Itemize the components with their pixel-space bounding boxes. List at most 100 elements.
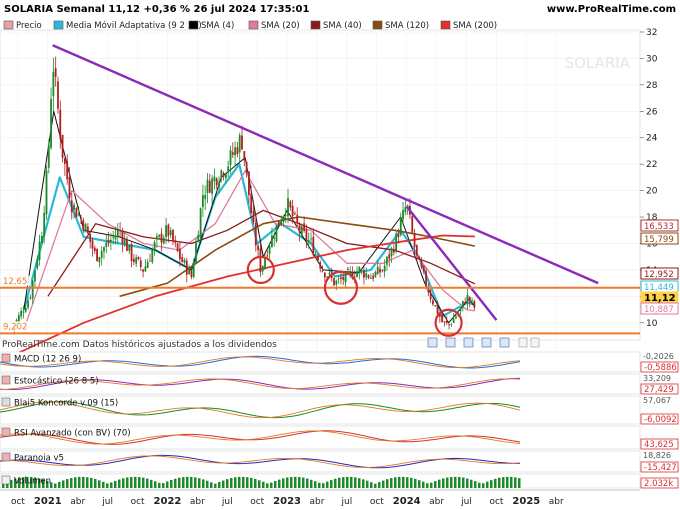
candle-body (356, 271, 358, 277)
candle-body (434, 305, 437, 307)
volume-bar (498, 477, 501, 488)
indicator-swatch (1, 452, 11, 462)
candle-body (114, 235, 117, 240)
value-tag-label: 12,952 (644, 270, 674, 280)
candle-body (172, 229, 174, 242)
volume-bar (86, 477, 89, 488)
candle-body (45, 170, 48, 215)
candle-body (70, 200, 73, 213)
candle-body (80, 217, 82, 220)
candle-body (245, 161, 248, 172)
candle-body (436, 303, 439, 314)
candle-body (261, 265, 264, 272)
candle-body (68, 177, 71, 199)
volume-bar (110, 482, 113, 488)
candle-body (29, 297, 32, 299)
volume-bar (210, 482, 213, 488)
indicator-signal-line (0, 455, 521, 468)
volume-bar (242, 476, 245, 488)
candle-body (43, 212, 46, 237)
volume-bar (126, 477, 129, 488)
candle-body (158, 234, 161, 237)
candle-body (155, 236, 158, 240)
candle-body (128, 245, 131, 251)
volume-bar (38, 478, 41, 488)
candle-body (176, 243, 179, 252)
volume-bar (18, 477, 21, 488)
candle-body (429, 292, 432, 300)
candle-body (17, 315, 20, 322)
x-tick-label: abr (190, 497, 205, 507)
candle-body (195, 242, 197, 263)
candle-body (287, 198, 289, 217)
candle-body (38, 241, 41, 260)
volume-bar (102, 481, 105, 488)
volume-bar (190, 476, 193, 488)
legend-swatch (248, 20, 259, 30)
volume-bar (378, 482, 381, 488)
volume-bar (402, 476, 405, 488)
candle-body (121, 232, 124, 244)
candle-body (415, 244, 418, 256)
volume-bar (346, 476, 349, 488)
volume-bar (358, 478, 361, 488)
candle-body (181, 257, 184, 262)
volume-bar (494, 478, 497, 488)
candle-body (464, 302, 467, 304)
candle-body (340, 277, 342, 279)
candle-body (280, 221, 283, 226)
x-tick-label: jul (221, 497, 233, 507)
candle-body (376, 266, 379, 275)
candle-body (300, 226, 303, 236)
candle-body (399, 219, 402, 236)
indicator-swatch (1, 397, 11, 407)
price-panel (0, 29, 641, 341)
volume-bar (282, 478, 285, 488)
support-label-bg (1, 275, 31, 286)
volume-bar (370, 482, 373, 488)
candle-body (448, 323, 450, 325)
x-tick-label: 2024 (393, 496, 421, 507)
volume-bar (122, 478, 125, 488)
candle-body (390, 248, 393, 257)
candle-body (160, 233, 163, 243)
volume-bar (350, 476, 353, 488)
indicator-line (0, 430, 521, 445)
volume-bar (178, 477, 181, 488)
series-ama (22, 163, 475, 318)
candle-body (227, 166, 230, 171)
support-label-bg (1, 321, 31, 332)
volume-bar (458, 476, 461, 488)
indicator-value-top: 57,067 (643, 396, 671, 405)
candle-body (36, 259, 39, 269)
candle-body (199, 208, 202, 238)
candle-body (289, 201, 292, 208)
candle-body (427, 288, 430, 293)
support-label: 12,65 (3, 277, 27, 287)
y-tick-label: 28 (646, 81, 658, 91)
trend-line (52, 44, 599, 285)
candle-body (303, 223, 306, 231)
indicator-name: Paranoia v5 (14, 454, 64, 464)
volume-bar (414, 478, 417, 488)
candle-body (229, 150, 232, 165)
candle-body (425, 271, 427, 287)
candle-body (284, 215, 287, 216)
annotations: 12,65 9,202 (0, 44, 640, 337)
indicator-value-box (640, 413, 679, 425)
candle-body (151, 250, 154, 263)
volume-bar (322, 483, 325, 488)
indicator-panel: Paranoia v5 18,826 -15,427 (0, 450, 679, 473)
candle-body (342, 277, 345, 280)
volume-bar (10, 479, 13, 488)
candle-body (77, 214, 80, 216)
candle-body (153, 242, 156, 251)
volume-bar (502, 477, 505, 488)
candle-body (452, 318, 455, 323)
trend-line (405, 205, 498, 321)
candle-body (57, 81, 59, 109)
candle-body (40, 235, 43, 244)
panel-icon (463, 337, 474, 348)
candle-body (169, 230, 172, 236)
